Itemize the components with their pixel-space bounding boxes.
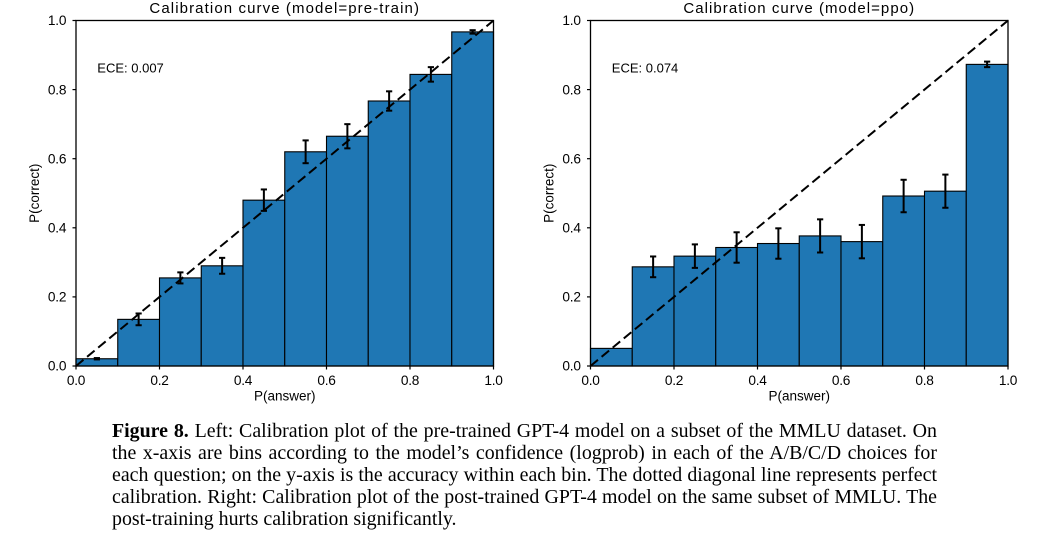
- svg-text:P(correct): P(correct): [542, 164, 557, 223]
- svg-text:Calibration curve (model=ppo): Calibration curve (model=ppo): [683, 0, 915, 17]
- svg-text:0.0: 0.0: [581, 373, 600, 388]
- svg-text:0.8: 0.8: [48, 82, 67, 97]
- svg-text:0.0: 0.0: [67, 373, 86, 388]
- svg-text:0.4: 0.4: [234, 373, 253, 388]
- svg-text:0.6: 0.6: [832, 373, 851, 388]
- svg-text:0.8: 0.8: [562, 82, 581, 97]
- svg-text:1.0: 1.0: [999, 373, 1018, 388]
- svg-text:0.6: 0.6: [317, 373, 336, 388]
- svg-text:P(answer): P(answer): [768, 389, 830, 404]
- svg-text:0.6: 0.6: [562, 151, 581, 166]
- svg-text:0.6: 0.6: [48, 151, 67, 166]
- svg-text:ECE: 0.007: ECE: 0.007: [97, 61, 164, 76]
- svg-text:0.4: 0.4: [48, 221, 67, 236]
- svg-text:Calibration curve (model=pre-t: Calibration curve (model=pre-train): [149, 0, 420, 17]
- svg-text:P(correct): P(correct): [27, 164, 42, 223]
- svg-text:0.8: 0.8: [915, 373, 934, 388]
- svg-text:0.0: 0.0: [48, 359, 67, 374]
- svg-text:0.2: 0.2: [665, 373, 683, 388]
- svg-text:0.4: 0.4: [748, 373, 767, 388]
- svg-text:0.4: 0.4: [562, 221, 581, 236]
- svg-text:1.0: 1.0: [484, 373, 503, 388]
- svg-text:ECE: 0.074: ECE: 0.074: [612, 61, 679, 76]
- svg-text:P(answer): P(answer): [254, 389, 316, 404]
- svg-text:1.0: 1.0: [562, 13, 581, 28]
- svg-text:0.2: 0.2: [48, 290, 66, 305]
- svg-text:0.2: 0.2: [150, 373, 168, 388]
- svg-text:1.0: 1.0: [48, 13, 67, 28]
- svg-text:0.0: 0.0: [562, 359, 581, 374]
- svg-text:0.2: 0.2: [562, 290, 580, 305]
- svg-text:0.8: 0.8: [401, 373, 420, 388]
